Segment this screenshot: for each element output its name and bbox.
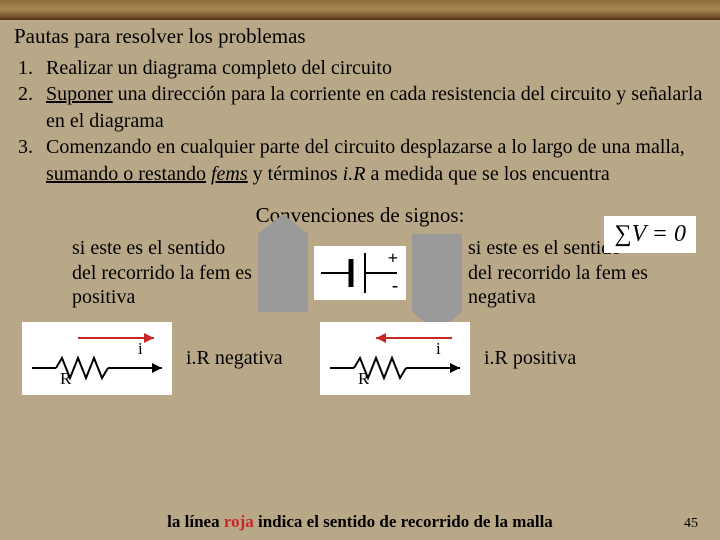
resistor-label: R [60,369,72,384]
minus-label: - [392,275,398,296]
item-number: 3. [18,134,46,187]
italic-term: fems [211,163,248,185]
equation-sum-v: ∑V = 0 [604,216,696,253]
battery-symbol: + - [314,246,406,300]
current-label: i [138,339,143,358]
ir-negative-label: i.R negativa [186,347,306,370]
list-item: 3. Comenzando en cualquier parte del cir… [18,134,706,187]
list-item: 1. Realizar un diagrama completo del cir… [18,55,706,81]
guidelines-list: 1. Realizar un diagrama completo del cir… [14,55,706,187]
decorative-top-border [0,0,720,20]
current-label: i [436,339,441,358]
slide-content: Pautas para resolver los problemas 1. Re… [0,20,720,395]
convention-positive-text: si este es el sentido del recorrido la f… [72,236,252,309]
plus-label: + [388,248,398,269]
conventions-title: Convenciones de signos: [14,203,706,228]
resistor-symbol-left: i R [22,322,172,395]
arrow-up-icon [258,234,308,312]
resistor-symbol-right: i R [320,322,470,395]
italic-term: i.R [343,163,366,185]
underlined-text: Suponer [46,83,113,105]
red-word: roja [224,512,254,531]
page-number: 45 [684,516,698,532]
slide-title: Pautas para resolver los problemas [14,24,706,49]
footer-note: la línea roja indica el sentido de recor… [0,512,720,532]
conventions-row: si este es el sentido del recorrido la f… [14,234,706,312]
item-text: Comenzando en cualquier parte del circui… [46,134,706,187]
item-text: Suponer una dirección para la corriente … [46,81,706,134]
ir-positive-label: i.R positiva [484,347,604,370]
underlined-text: sumando o restando [46,163,206,185]
list-item: 2. Suponer una dirección para la corrien… [18,81,706,134]
item-text: Realizar un diagrama completo del circui… [46,55,706,81]
arrow-down-icon [412,234,462,312]
item-number: 2. [18,81,46,134]
item-number: 1. [18,55,46,81]
resistor-label: R [358,369,370,384]
resistor-row: i R i.R negativa i R i.R positiva [14,312,706,395]
